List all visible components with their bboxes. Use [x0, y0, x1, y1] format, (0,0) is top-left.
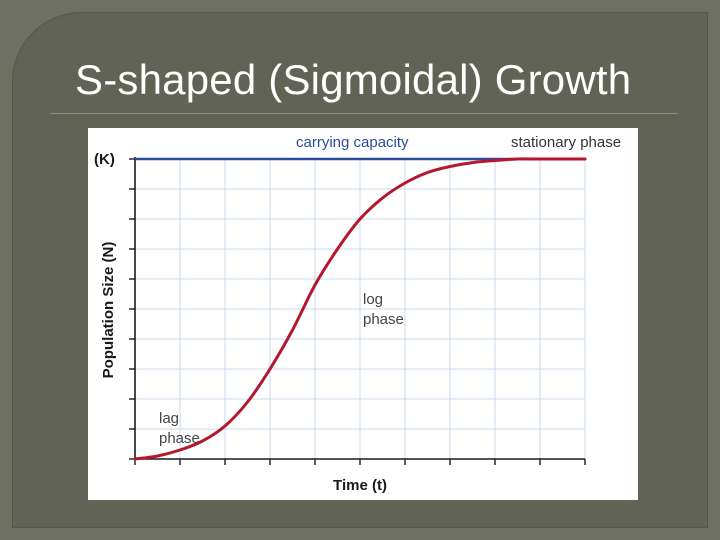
- annotation-lag-phase-line1: lag: [159, 410, 179, 427]
- data-point-0: [134, 458, 136, 460]
- data-point-11: [381, 197, 383, 199]
- data-point-6: [269, 368, 271, 370]
- data-point-7: [291, 329, 293, 331]
- data-point-14: [449, 165, 451, 167]
- title-divider: [50, 113, 678, 114]
- annotation-stationary-phase: stationary phase: [511, 134, 621, 151]
- data-point-17: [516, 158, 518, 160]
- annotation-lag-phase-line2: phase: [159, 430, 200, 447]
- data-point-2: [179, 449, 181, 451]
- chart-card: carrying capacity (K) Population Size (N…: [88, 128, 638, 500]
- sigmoid-growth-chart: carrying capacity (K) Population Size (N…: [94, 134, 621, 494]
- axis-ticks: [129, 158, 586, 465]
- data-point-5: [246, 401, 248, 403]
- data-point-15: [471, 161, 473, 163]
- data-point-9: [336, 248, 338, 250]
- data-point-19: [561, 158, 563, 160]
- slide-title: S-shaped (Sigmoidal) Growth: [75, 56, 632, 103]
- x-axis-label: Time (t): [333, 477, 387, 494]
- y-axis-label: Population Size (N): [100, 242, 117, 379]
- data-point-1: [156, 455, 158, 457]
- data-point-12: [404, 182, 406, 184]
- data-point-4: [224, 425, 226, 427]
- data-point-3: [201, 440, 203, 442]
- data-point-8: [314, 284, 316, 286]
- data-point-10: [359, 218, 361, 220]
- annotation-log-phase-line1: log: [363, 291, 383, 308]
- data-point-20: [584, 158, 586, 160]
- data-point-13: [426, 171, 428, 173]
- data-point-16: [494, 159, 496, 161]
- grid: [135, 159, 586, 459]
- carrying-capacity-label: carrying capacity: [296, 134, 409, 151]
- series-line-population: [133, 157, 587, 461]
- data-point-18: [539, 158, 541, 160]
- annotation-log-phase-line2: phase: [363, 311, 404, 328]
- y-tick-label-k: (K): [94, 151, 115, 168]
